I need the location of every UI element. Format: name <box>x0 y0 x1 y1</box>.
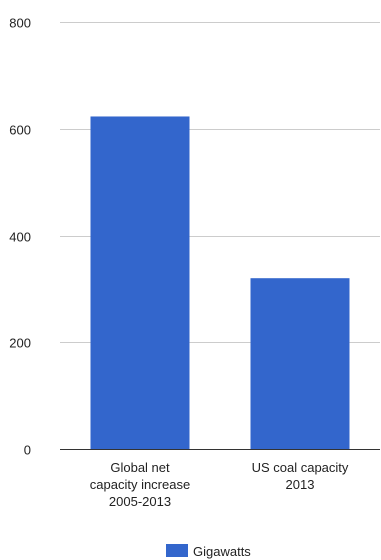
legend-swatch <box>166 544 188 557</box>
bar-1 <box>90 116 190 449</box>
x-category-label: 2005-2013 <box>109 494 171 509</box>
y-axis-ticks: 0 200 400 600 800 <box>9 16 31 458</box>
x-category-label: Global net <box>110 460 170 475</box>
y-tick-label: 600 <box>9 123 31 138</box>
y-tick-label: 800 <box>9 16 31 31</box>
x-category-label: 2013 <box>286 477 315 492</box>
y-tick-label: 0 <box>24 443 31 458</box>
x-category-label: US coal capacity <box>252 460 349 475</box>
bars <box>90 116 350 449</box>
legend: Gigawatts <box>166 544 251 559</box>
x-category-label: capacity increase <box>90 477 190 492</box>
bar-2 <box>250 278 350 449</box>
legend-label: Gigawatts <box>193 544 251 559</box>
x-axis-categories: Global net capacity increase 2005-2013 US c… <box>90 460 349 509</box>
y-tick-label: 400 <box>9 230 31 245</box>
y-tick-label: 200 <box>9 336 31 351</box>
